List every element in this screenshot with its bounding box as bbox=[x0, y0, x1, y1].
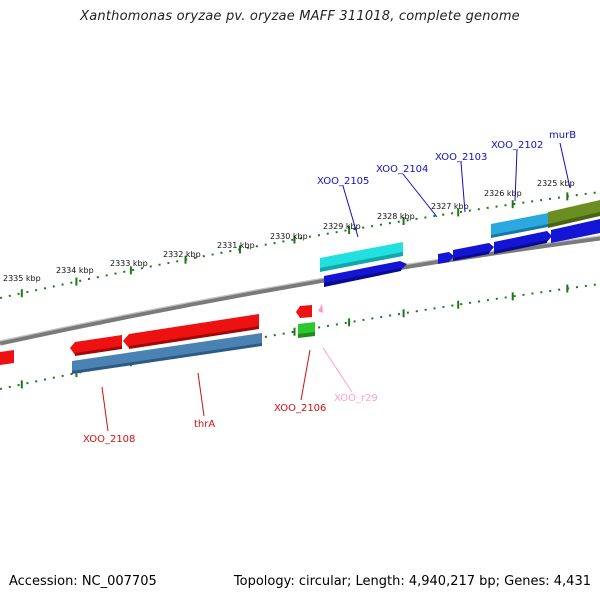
gene-label[interactable]: XOO_2108 bbox=[83, 434, 135, 445]
map-title: Xanthomonas oryzae pv. oryzae MAFF 31101… bbox=[80, 9, 520, 24]
reverse-strand-genes bbox=[0, 304, 323, 374]
gene-block-shade bbox=[298, 332, 315, 338]
gene-block-shade bbox=[494, 240, 547, 254]
outer-major-ticks bbox=[20, 192, 569, 298]
gene-label[interactable]: murB bbox=[549, 130, 576, 141]
gene-block-shade bbox=[324, 268, 401, 287]
gene-label[interactable]: XOO_2102 bbox=[491, 140, 543, 151]
ruler-label: 2332 kbp bbox=[163, 250, 201, 259]
backbone-line bbox=[0, 235, 600, 346]
gene-label[interactable]: thrA bbox=[194, 419, 215, 430]
gene-block-shade bbox=[72, 343, 262, 374]
ruler-label: 2334 kbp bbox=[56, 266, 94, 275]
ruler-labels: 2335 kbp 2334 kbp 2333 kbp 2332 kbp 2331… bbox=[3, 179, 575, 283]
gene-label[interactable]: XOO_2105 bbox=[317, 176, 369, 187]
ruler-label: 2326 kbp bbox=[484, 189, 522, 198]
gene-block[interactable] bbox=[72, 333, 262, 373]
gene-block-shade bbox=[320, 252, 403, 272]
gene-block-shade bbox=[453, 251, 489, 261]
leader-line bbox=[322, 347, 353, 393]
gene-label[interactable]: XOO_2104 bbox=[376, 164, 428, 175]
gene-block[interactable] bbox=[320, 242, 403, 270]
leader-line bbox=[300, 349, 311, 401]
gene-block[interactable] bbox=[318, 304, 323, 313]
gene-block[interactable] bbox=[0, 350, 14, 365]
gene-block[interactable] bbox=[453, 243, 494, 260]
ruler-label: 2330 kbp bbox=[270, 232, 308, 241]
ruler-label: 2325 kbp bbox=[537, 179, 575, 188]
gene-block[interactable] bbox=[438, 252, 454, 264]
label-leaders bbox=[101, 142, 571, 432]
ruler-label: 2333 kbp bbox=[110, 259, 148, 268]
topology-label: Topology: circular; Length: 4,940,217 bp… bbox=[233, 574, 591, 589]
leader-line bbox=[342, 185, 359, 238]
gene-block[interactable] bbox=[296, 305, 312, 318]
ruler-label: 2335 kbp bbox=[3, 274, 41, 283]
gene-block[interactable] bbox=[123, 314, 259, 348]
leader-line bbox=[101, 386, 109, 432]
accession-label: Accession: NC_007705 bbox=[9, 574, 157, 589]
ruler-label: 2328 kbp bbox=[377, 212, 415, 221]
gene-labels: murB XOO_2102 XOO_2103 XOO_2104 XOO_2105… bbox=[83, 130, 576, 445]
ruler-label: 2329 kbp bbox=[323, 222, 361, 231]
leader-line bbox=[402, 173, 438, 218]
leader-line bbox=[514, 149, 518, 202]
gene-block[interactable] bbox=[70, 335, 122, 355]
gene-block[interactable] bbox=[491, 213, 548, 237]
ruler-label: 2327 kbp bbox=[431, 202, 469, 211]
leader-line bbox=[460, 161, 466, 213]
gene-label[interactable]: XOO_2103 bbox=[435, 152, 487, 163]
gene-block-shade bbox=[548, 212, 600, 228]
leader-line bbox=[559, 142, 571, 189]
gene-block[interactable] bbox=[551, 219, 600, 243]
gene-label[interactable]: XOO_r29 bbox=[334, 393, 378, 404]
forward-strand-genes bbox=[320, 200, 600, 287]
gene-block[interactable] bbox=[494, 231, 552, 253]
leader-line bbox=[197, 372, 205, 417]
ruler-label: 2331 kbp bbox=[217, 241, 255, 250]
gene-block-shade bbox=[129, 326, 259, 349]
gene-block-shade bbox=[491, 224, 548, 238]
gene-label[interactable]: XOO_2106 bbox=[274, 403, 326, 414]
gene-block[interactable] bbox=[548, 200, 600, 226]
gene-block-shade bbox=[75, 346, 122, 356]
inner-major-ticks bbox=[20, 284, 569, 389]
